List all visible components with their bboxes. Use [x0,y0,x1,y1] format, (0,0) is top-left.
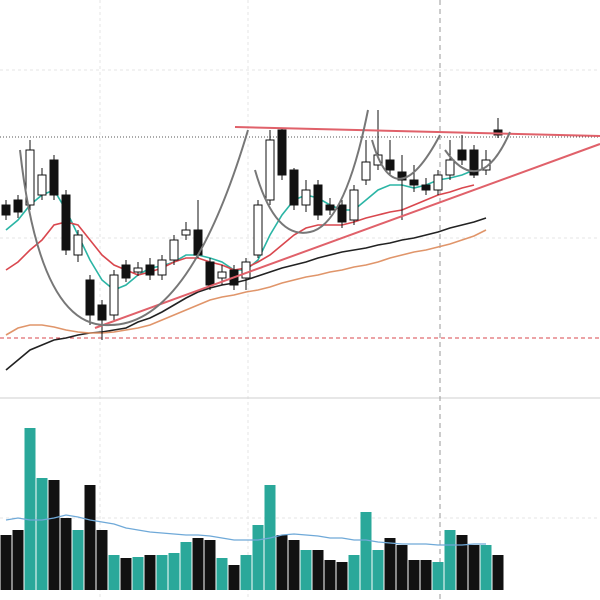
volume-bar [324,560,336,590]
support-line [94,143,600,329]
candle-body [241,261,251,279]
candle-body [277,129,287,176]
volume-bar [396,545,408,590]
candle-body [409,179,419,186]
candle-body [289,169,299,206]
candle-body [37,174,47,196]
volume-bar [24,428,36,590]
volume-bar [180,542,192,590]
volume-bar [252,525,264,590]
volume-bar [372,550,384,590]
candle-body [385,159,395,171]
candle-body [337,204,347,223]
candle-body [397,171,407,181]
candle-body [361,161,371,181]
volume-bar [84,485,96,590]
candle-body [421,184,431,191]
ma-line [5,229,487,336]
cup-curve [254,109,369,234]
candle-body [73,234,83,256]
marks [0,110,504,590]
volume-bar [96,530,108,590]
volume-bar [132,557,144,590]
volume-ma-line [5,514,486,546]
candle-body [181,229,191,236]
candle-body [325,204,335,211]
candle-body [97,304,107,321]
volume-bar [432,562,444,590]
candle-body [469,149,479,176]
candle-body [205,261,215,286]
candle-body [61,194,71,251]
candle-body [265,139,275,201]
volume-bar [300,550,312,590]
volume-bar [0,535,12,590]
volume-bar [228,565,240,590]
candle-body [145,264,155,276]
candle-body [169,239,179,261]
candle-body [217,271,227,279]
candle-body [85,279,95,316]
volume-bar [48,480,60,590]
ma-line [5,184,475,276]
volume-bar [240,555,252,590]
volume-bar [408,560,420,590]
candle-body [349,189,359,221]
volume-bar [276,535,288,590]
ma-line [5,169,475,291]
candle-body [25,149,35,206]
volume-bar [360,512,372,590]
candle-body [13,199,23,213]
volume-bar [192,538,204,590]
volume-bar [420,560,432,590]
volume-bar [216,558,228,590]
volume-bar [468,545,480,590]
volume-bar [336,562,348,590]
candle-body [313,184,323,216]
volume-bar [36,478,48,590]
volume-bar [144,555,156,590]
volume-bar [72,530,84,590]
volume-bar [60,518,72,590]
candle-body [433,174,443,191]
cup-curve [371,134,441,180]
volume-bar [348,555,360,590]
volume-bar [156,555,168,590]
cup-curve [444,131,511,173]
candle-body [301,189,311,206]
volume-bar [168,553,180,590]
cup-curve [19,129,249,327]
volume-bar [108,555,120,590]
volume-bar [288,540,300,590]
volume-bar [312,550,324,590]
candle-body [121,264,131,279]
volume-bar [12,530,24,590]
candle-body [445,159,455,176]
candle-body [253,204,263,256]
volume-bar [456,535,468,590]
candle-body [109,274,119,316]
volume-bar [444,530,456,590]
candle-body [49,159,59,196]
drawings [19,109,600,329]
candle-body [457,149,467,161]
candle-body [133,267,143,273]
candle-body [157,259,167,276]
volume-bar [492,555,504,590]
candle-body [1,204,11,216]
volume-bar [480,545,492,590]
volume-bar [384,538,396,590]
volume-bar [120,558,132,590]
resistance-line [234,126,600,137]
volume-bar [204,540,216,590]
